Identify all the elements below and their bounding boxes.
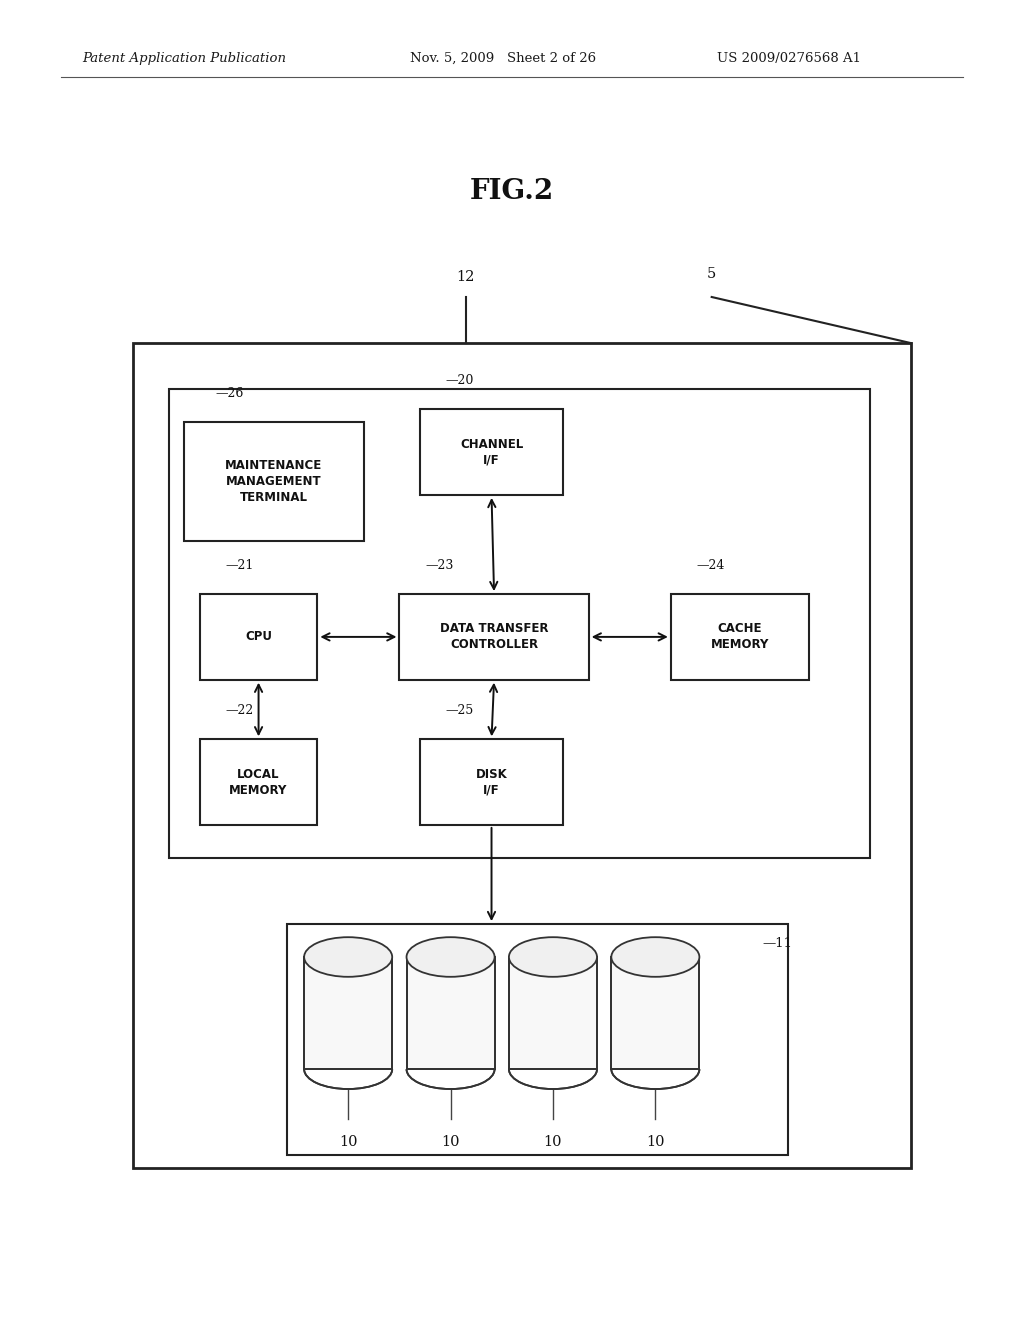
Text: —25: —25 <box>445 704 474 717</box>
Text: MAINTENANCE
MANAGEMENT
TERMINAL: MAINTENANCE MANAGEMENT TERMINAL <box>225 459 323 504</box>
Text: CPU: CPU <box>245 631 272 643</box>
Text: DISK
I/F: DISK I/F <box>475 768 508 796</box>
Ellipse shape <box>407 937 495 977</box>
Text: —22: —22 <box>225 704 254 717</box>
Text: 10: 10 <box>339 1135 357 1148</box>
Ellipse shape <box>509 937 597 977</box>
Text: LOCAL
MEMORY: LOCAL MEMORY <box>229 768 288 796</box>
Bar <box>200 594 317 680</box>
Text: 10: 10 <box>646 1135 665 1148</box>
Polygon shape <box>407 957 495 1069</box>
Text: —21: —21 <box>225 558 254 572</box>
Bar <box>671 594 809 680</box>
Bar <box>133 343 911 1168</box>
Ellipse shape <box>611 937 699 977</box>
Polygon shape <box>509 957 597 1069</box>
Polygon shape <box>611 957 699 1069</box>
Bar <box>200 739 317 825</box>
Text: DATA TRANSFER
CONTROLLER: DATA TRANSFER CONTROLLER <box>440 623 548 651</box>
Bar <box>184 422 364 541</box>
Text: —26: —26 <box>215 387 244 400</box>
Text: 10: 10 <box>441 1135 460 1148</box>
Text: Patent Application Publication: Patent Application Publication <box>82 51 286 65</box>
Text: 10: 10 <box>544 1135 562 1148</box>
Bar <box>420 739 563 825</box>
Text: Nov. 5, 2009   Sheet 2 of 26: Nov. 5, 2009 Sheet 2 of 26 <box>410 51 596 65</box>
Text: CACHE
MEMORY: CACHE MEMORY <box>711 623 769 651</box>
Ellipse shape <box>304 937 392 977</box>
Text: 5: 5 <box>707 267 717 281</box>
Text: CHANNEL
I/F: CHANNEL I/F <box>460 438 523 466</box>
Text: 12: 12 <box>457 269 475 284</box>
Text: —23: —23 <box>425 558 454 572</box>
Text: FIG.2: FIG.2 <box>470 178 554 205</box>
Bar <box>420 409 563 495</box>
Polygon shape <box>304 957 392 1069</box>
Text: —11: —11 <box>763 937 793 950</box>
Text: —20: —20 <box>445 374 474 387</box>
Text: —24: —24 <box>696 558 725 572</box>
Bar <box>287 924 788 1155</box>
Bar <box>169 389 870 858</box>
Bar <box>399 594 589 680</box>
Text: US 2009/0276568 A1: US 2009/0276568 A1 <box>717 51 861 65</box>
